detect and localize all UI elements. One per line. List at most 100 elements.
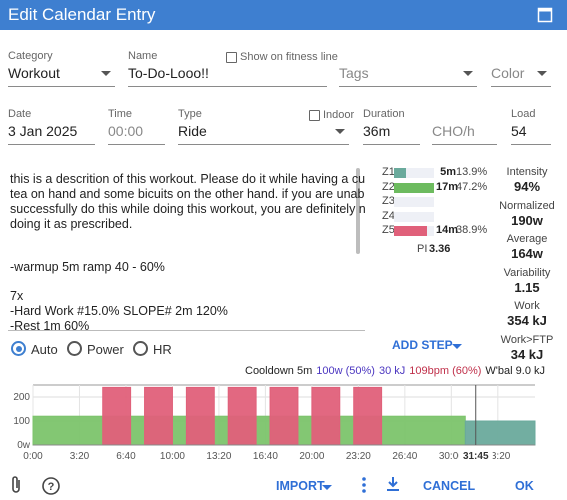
x-tick-label: 0:00	[23, 451, 43, 462]
x-tick-label: 26:40	[392, 451, 417, 462]
description-line: doing it as prescribed.	[10, 217, 133, 231]
radio-button[interactable]	[133, 341, 148, 356]
x-tick-label: 23:20	[346, 451, 371, 462]
workout-step	[311, 386, 341, 446]
x-tick-label: 20:00	[299, 451, 324, 462]
time-field[interactable]: Time 00:00	[108, 108, 165, 145]
step-info-part: Cooldown 5m	[245, 365, 313, 377]
x-tick-label: 10:00	[160, 451, 185, 462]
stat-value: 1.15	[514, 279, 540, 295]
workout-step	[464, 420, 536, 446]
zone-bar	[394, 182, 435, 193]
y-tick-label: 200	[13, 392, 30, 403]
field-label: Name	[128, 50, 158, 62]
field-label: Type	[178, 108, 202, 120]
radio-label: Power	[87, 342, 124, 357]
load-field[interactable]: Load 54	[511, 108, 551, 145]
duration-field[interactable]: Duration 36m	[363, 108, 420, 145]
workout-chart[interactable]: 0w 100 200 0:00 3:20 6:40 10:00 13:20 16:40 20:00…	[0, 375, 567, 470]
stat-label: Normalized	[499, 199, 555, 212]
more-icon[interactable]	[360, 476, 368, 494]
radio-button[interactable]	[11, 341, 26, 356]
description-line: -warmup 5m ramp 40 - 60%	[10, 260, 165, 274]
dropdown-arrow	[537, 71, 547, 76]
zone-bar	[394, 226, 428, 237]
dropdown-arrow	[101, 71, 111, 76]
scrollbar-thumb	[356, 168, 360, 254]
field-placeholder: 00:00	[108, 123, 144, 139]
type-field[interactable]: Type Ride	[178, 108, 349, 145]
stat-value: 190w	[511, 212, 543, 228]
zone-name: Z2	[382, 180, 395, 193]
field-value: 54	[511, 123, 527, 139]
cursor-label-bg	[458, 450, 493, 463]
dialog-title: Edit Calendar Entry	[8, 5, 156, 24]
field-label: Load	[511, 108, 536, 120]
radio-label: HR	[153, 342, 172, 357]
x-tick-label: 30:00	[439, 451, 464, 462]
workout-step	[353, 386, 383, 446]
checkbox-label: Show on fitness line	[240, 51, 338, 63]
workout-step	[269, 386, 299, 446]
field-label: Date	[8, 108, 32, 120]
workout-step	[102, 386, 132, 446]
indoor-checkbox[interactable]	[309, 110, 320, 121]
y-tick-label: 0w	[17, 440, 31, 451]
step-info: Cooldown 5m 100w (50%) 30 kJ 109bpm (60%) W'…	[245, 365, 545, 377]
zone-bar-bg	[394, 197, 434, 208]
import-button[interactable]: IMPORT	[276, 479, 325, 493]
tags-field[interactable]: Tags	[339, 50, 477, 87]
x-tick-label: 16:40	[253, 451, 278, 462]
dropdown-arrow	[463, 71, 473, 76]
category-field[interactable]: Category Workout	[8, 50, 115, 87]
name-field[interactable]: Name To-Do-Looo!!	[128, 50, 327, 87]
radio-button[interactable]	[67, 341, 82, 356]
zone-time: 5m	[440, 166, 456, 178]
field-value: Workout	[8, 65, 60, 81]
zone-percent: 13.9%	[456, 166, 488, 178]
attach-icon[interactable]	[9, 475, 25, 495]
color-field[interactable]: Color	[491, 50, 551, 87]
ok-button[interactable]: OK	[515, 479, 534, 493]
step-info-part: W'bal 9.0 kJ	[485, 365, 545, 377]
x-tick-label: 33:20	[485, 451, 510, 462]
download-icon[interactable]	[386, 476, 400, 492]
zone-percent: 38.9%	[456, 224, 488, 237]
step-info-part: 100w (50%)	[316, 365, 375, 377]
svg-text:?: ?	[48, 481, 55, 493]
zone-time: 17m	[436, 180, 459, 193]
date-field[interactable]: Date 3 Jan 2025	[8, 108, 95, 145]
stat-label: Work	[514, 300, 540, 312]
stat-value: 34 kJ	[510, 346, 544, 362]
zone-bar-bg	[394, 211, 434, 222]
field-value: Ride	[178, 123, 207, 139]
pi-label: PI	[417, 243, 428, 255]
cancel-button[interactable]: CANCEL	[423, 479, 476, 493]
description-line: -Hard Work #15.0% SLOPE# 2m 120%	[10, 304, 228, 318]
field-placeholder: CHO/h	[432, 123, 475, 139]
field-value: To-Do-Looo!!	[128, 65, 209, 81]
cho-field[interactable]: CHO/h	[432, 108, 497, 145]
stat-value: 354 kJ	[507, 313, 547, 328]
step-info-part: 109bpm (60%)	[409, 365, 482, 377]
add-step-button[interactable]: ADD STEP	[392, 338, 453, 352]
dropdown-arrow	[335, 129, 345, 134]
description-line: -Rest 1m 60%	[10, 319, 90, 331]
pi-value: 3.36	[429, 243, 451, 255]
add-step-arrow	[452, 344, 462, 349]
zone-bar	[394, 168, 406, 178]
zone-name: Z4	[382, 209, 395, 222]
y-tick-label: 100	[13, 416, 30, 427]
field-value: 36m	[363, 123, 391, 139]
help-icon[interactable]: ?	[41, 476, 61, 496]
description-line: tea on hand and some bicuits on the othe…	[10, 187, 365, 201]
zone-percent: 47.2%	[456, 180, 488, 193]
step-info-part: 30 kJ	[378, 365, 406, 377]
description-textarea[interactable]: this is a descrition of this workout. Pl…	[8, 166, 365, 331]
show_on_fitness_line-checkbox[interactable]	[226, 52, 237, 63]
maximize-icon[interactable]	[537, 7, 553, 23]
description-line: 7x	[10, 289, 24, 303]
checkbox-label: Indoor	[323, 109, 355, 121]
zone-name: Z3	[382, 195, 395, 208]
x-tick-label: 3:20	[70, 451, 90, 462]
